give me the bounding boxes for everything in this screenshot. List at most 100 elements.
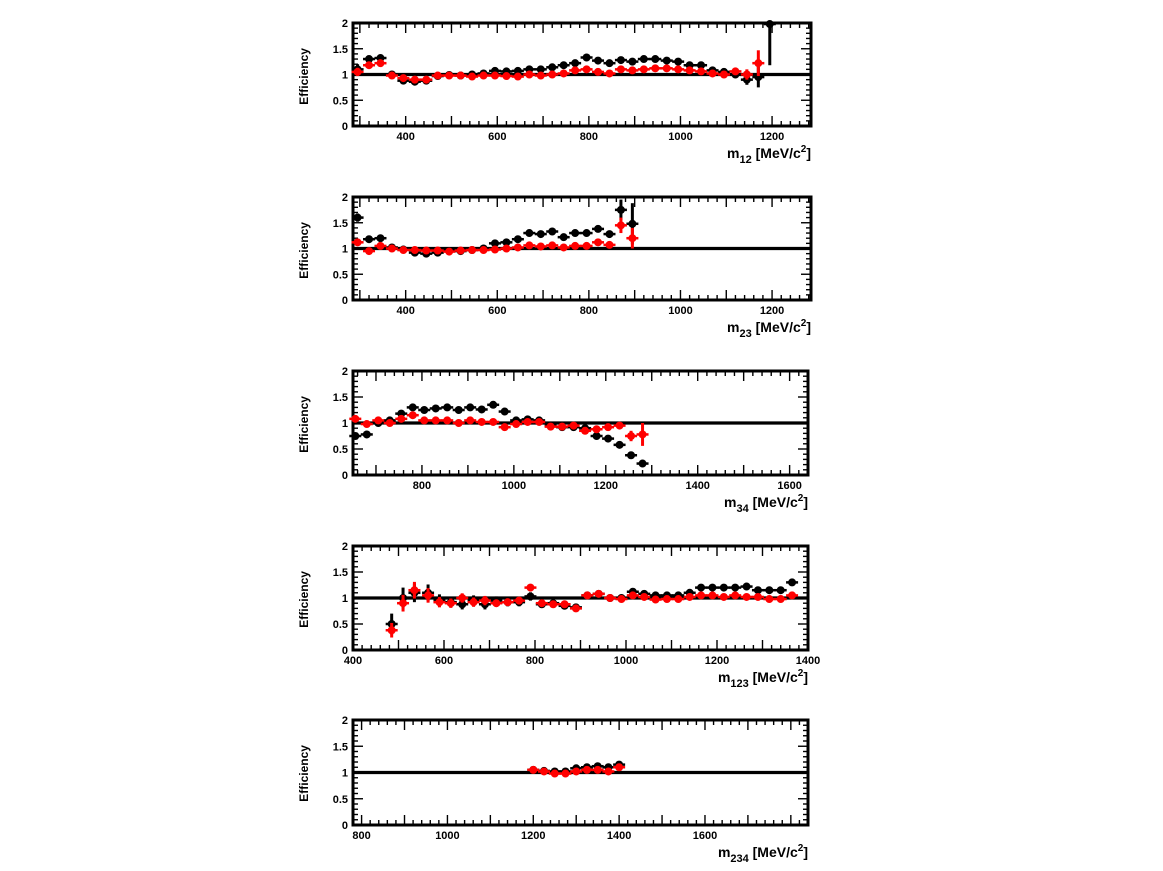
x-axis-label: m23 [MeV/c2]: [727, 318, 811, 340]
data-point: [615, 763, 624, 772]
efficiency-panel: 0 0.5 1 1.5 2 400 600 800 1000 1200 Efficiency m23 …: [297, 192, 813, 340]
data-point: [606, 594, 615, 602]
data-point: [628, 234, 637, 243]
data-point: [582, 53, 591, 62]
data-point: [351, 414, 360, 423]
data-point: [731, 583, 740, 592]
data-point: [731, 591, 740, 600]
data-point: [674, 65, 683, 74]
data-point: [651, 595, 660, 604]
data-point: [529, 765, 538, 774]
data-point: [526, 592, 535, 601]
data-point: [431, 416, 440, 425]
data-point: [515, 596, 524, 605]
data-point: [408, 403, 417, 412]
data-point: [548, 70, 557, 79]
data-point: [582, 229, 591, 238]
x-tick-label: 800: [526, 655, 544, 667]
data-point: [399, 246, 408, 255]
efficiency-panel: 0 0.5 1 1.5 2 400 600 800 1000 1200 1400 Efficiency…: [297, 541, 820, 690]
data-point: [765, 586, 774, 595]
data-point: [489, 417, 498, 426]
data-point: [513, 243, 522, 252]
data-point: [788, 578, 797, 587]
efficiency-panel: 0 0.5 1 1.5 2 400 600 800 1000 1200 Efficiency m12 …: [297, 18, 813, 166]
data-point: [662, 56, 671, 65]
data-point: [559, 233, 568, 242]
data-point: [445, 247, 454, 256]
x-tick-label: 1200: [521, 830, 545, 842]
data-point: [640, 592, 649, 601]
y-tick-label: 1: [342, 593, 348, 605]
data-point: [502, 72, 511, 81]
data-point: [592, 425, 601, 434]
data-point: [742, 592, 751, 601]
data-point: [638, 459, 647, 468]
data-point: [468, 246, 477, 255]
data-point: [571, 241, 580, 250]
data-point: [594, 589, 603, 598]
y-axis-label: Efficiency: [297, 571, 311, 628]
series-black: [385, 578, 799, 635]
data-point: [387, 71, 396, 80]
data-point: [569, 421, 578, 430]
data-point: [708, 69, 717, 78]
data-point: [639, 55, 648, 64]
data-point: [605, 69, 614, 78]
data-point: [376, 59, 385, 68]
x-tick-label: 400: [344, 655, 362, 667]
x-tick-label: 400: [396, 305, 414, 317]
x-tick-label: 1200: [760, 305, 784, 317]
y-axis-label: Efficiency: [297, 745, 311, 802]
x-tick-label: 1200: [705, 655, 729, 667]
x-axis-label: m12 [MeV/c2]: [727, 144, 811, 166]
data-point: [365, 235, 374, 244]
data-point: [385, 419, 394, 427]
y-tick-label: 0: [342, 295, 348, 307]
data-point: [753, 586, 762, 595]
x-tick-label: 800: [580, 305, 598, 317]
data-point: [376, 241, 385, 250]
data-point: [353, 67, 362, 76]
data-point: [616, 56, 625, 65]
data-point: [466, 403, 475, 412]
data-point: [719, 592, 728, 601]
y-tick-label: 1.5: [333, 741, 348, 753]
data-point: [408, 411, 417, 420]
data-point: [697, 67, 706, 76]
y-axis-label: Efficiency: [297, 396, 311, 453]
data-point: [765, 20, 774, 29]
data-point: [628, 66, 637, 75]
data-point: [628, 219, 637, 228]
y-tick-label: 2: [342, 18, 348, 30]
data-point: [719, 583, 728, 592]
data-point: [397, 414, 406, 423]
data-point: [571, 59, 580, 68]
x-tick-label: 800: [352, 830, 370, 842]
data-point: [571, 604, 580, 613]
data-point: [615, 440, 624, 449]
data-point: [559, 61, 568, 70]
data-point: [558, 422, 567, 431]
data-point: [456, 71, 465, 80]
x-tick-label: 600: [488, 305, 506, 317]
data-point: [571, 229, 580, 238]
data-point: [627, 451, 636, 460]
efficiency-panel: 0 0.5 1 1.5 2 800 1000 1200 1400 1600 Efficiency m3…: [297, 366, 810, 515]
data-point: [424, 591, 433, 600]
data-point: [616, 221, 625, 230]
data-point: [525, 229, 534, 238]
data-point: [549, 600, 558, 609]
data-point: [479, 246, 488, 255]
y-tick-label: 0: [342, 820, 348, 832]
y-tick-label: 0: [342, 121, 348, 133]
data-point: [639, 65, 648, 74]
data-point: [536, 242, 545, 251]
data-point: [628, 57, 637, 66]
data-point: [594, 56, 603, 65]
data-point: [548, 241, 557, 250]
data-point: [410, 586, 419, 595]
data-point: [548, 227, 557, 236]
data-point: [365, 61, 374, 70]
x-axis-label: m123 [MeV/c2]: [718, 668, 808, 690]
